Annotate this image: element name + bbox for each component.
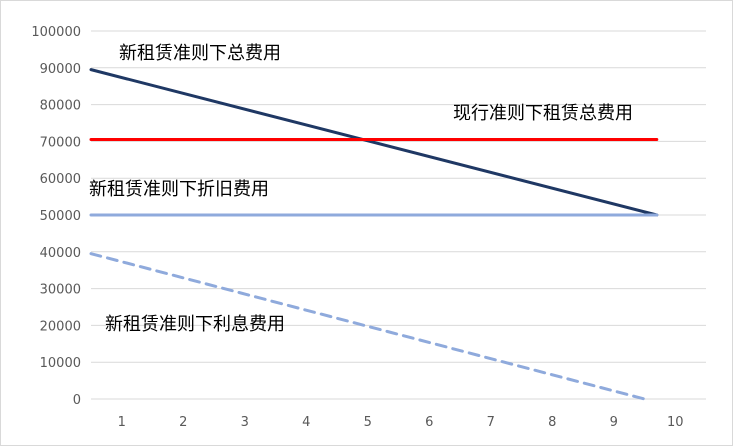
x-tick-label: 3: [241, 415, 249, 430]
x-tick-label: 7: [487, 415, 495, 430]
y-tick-label: 0: [73, 393, 81, 408]
x-tick-label: 10: [667, 415, 684, 430]
x-tick-label: 8: [548, 415, 556, 430]
y-tick-label: 60000: [40, 172, 81, 187]
annotation-label-1: 新租赁准则下总费用: [119, 43, 281, 64]
x-tick-label: 6: [425, 415, 433, 430]
y-tick-label: 50000: [40, 209, 81, 224]
y-tick-label: 30000: [40, 283, 81, 298]
y-tick-label: 90000: [40, 62, 81, 77]
x-tick-label: 1: [118, 415, 126, 430]
series-line-1: [89, 68, 659, 217]
y-tick-label: 10000: [40, 356, 81, 371]
y-tick-label: 100000: [31, 25, 81, 40]
y-tick-label: 70000: [40, 135, 81, 150]
x-axis-ticks: 1 2 3 4 5 6 7 8 9 10: [118, 415, 684, 430]
x-tick-label: 4: [302, 415, 310, 430]
x-tick-label: 2: [179, 415, 187, 430]
x-tick-label: 9: [610, 415, 618, 430]
y-tick-label: 20000: [40, 319, 81, 334]
y-tick-label: 40000: [40, 246, 81, 261]
series-line-4: [89, 252, 646, 401]
annotation-label-2: 现行准则下租赁总费用: [453, 103, 633, 124]
y-tick-label: 80000: [40, 99, 81, 114]
annotation-label-3: 新租赁准则下折旧费用: [89, 179, 269, 200]
series-lines: [89, 68, 659, 401]
annotation-label-4: 新租赁准则下利息费用: [105, 314, 285, 335]
x-tick-label: 5: [364, 415, 372, 430]
y-axis-ticks: 0 10000 20000 30000 40000 50000 60000 70000 8000…: [31, 25, 81, 408]
